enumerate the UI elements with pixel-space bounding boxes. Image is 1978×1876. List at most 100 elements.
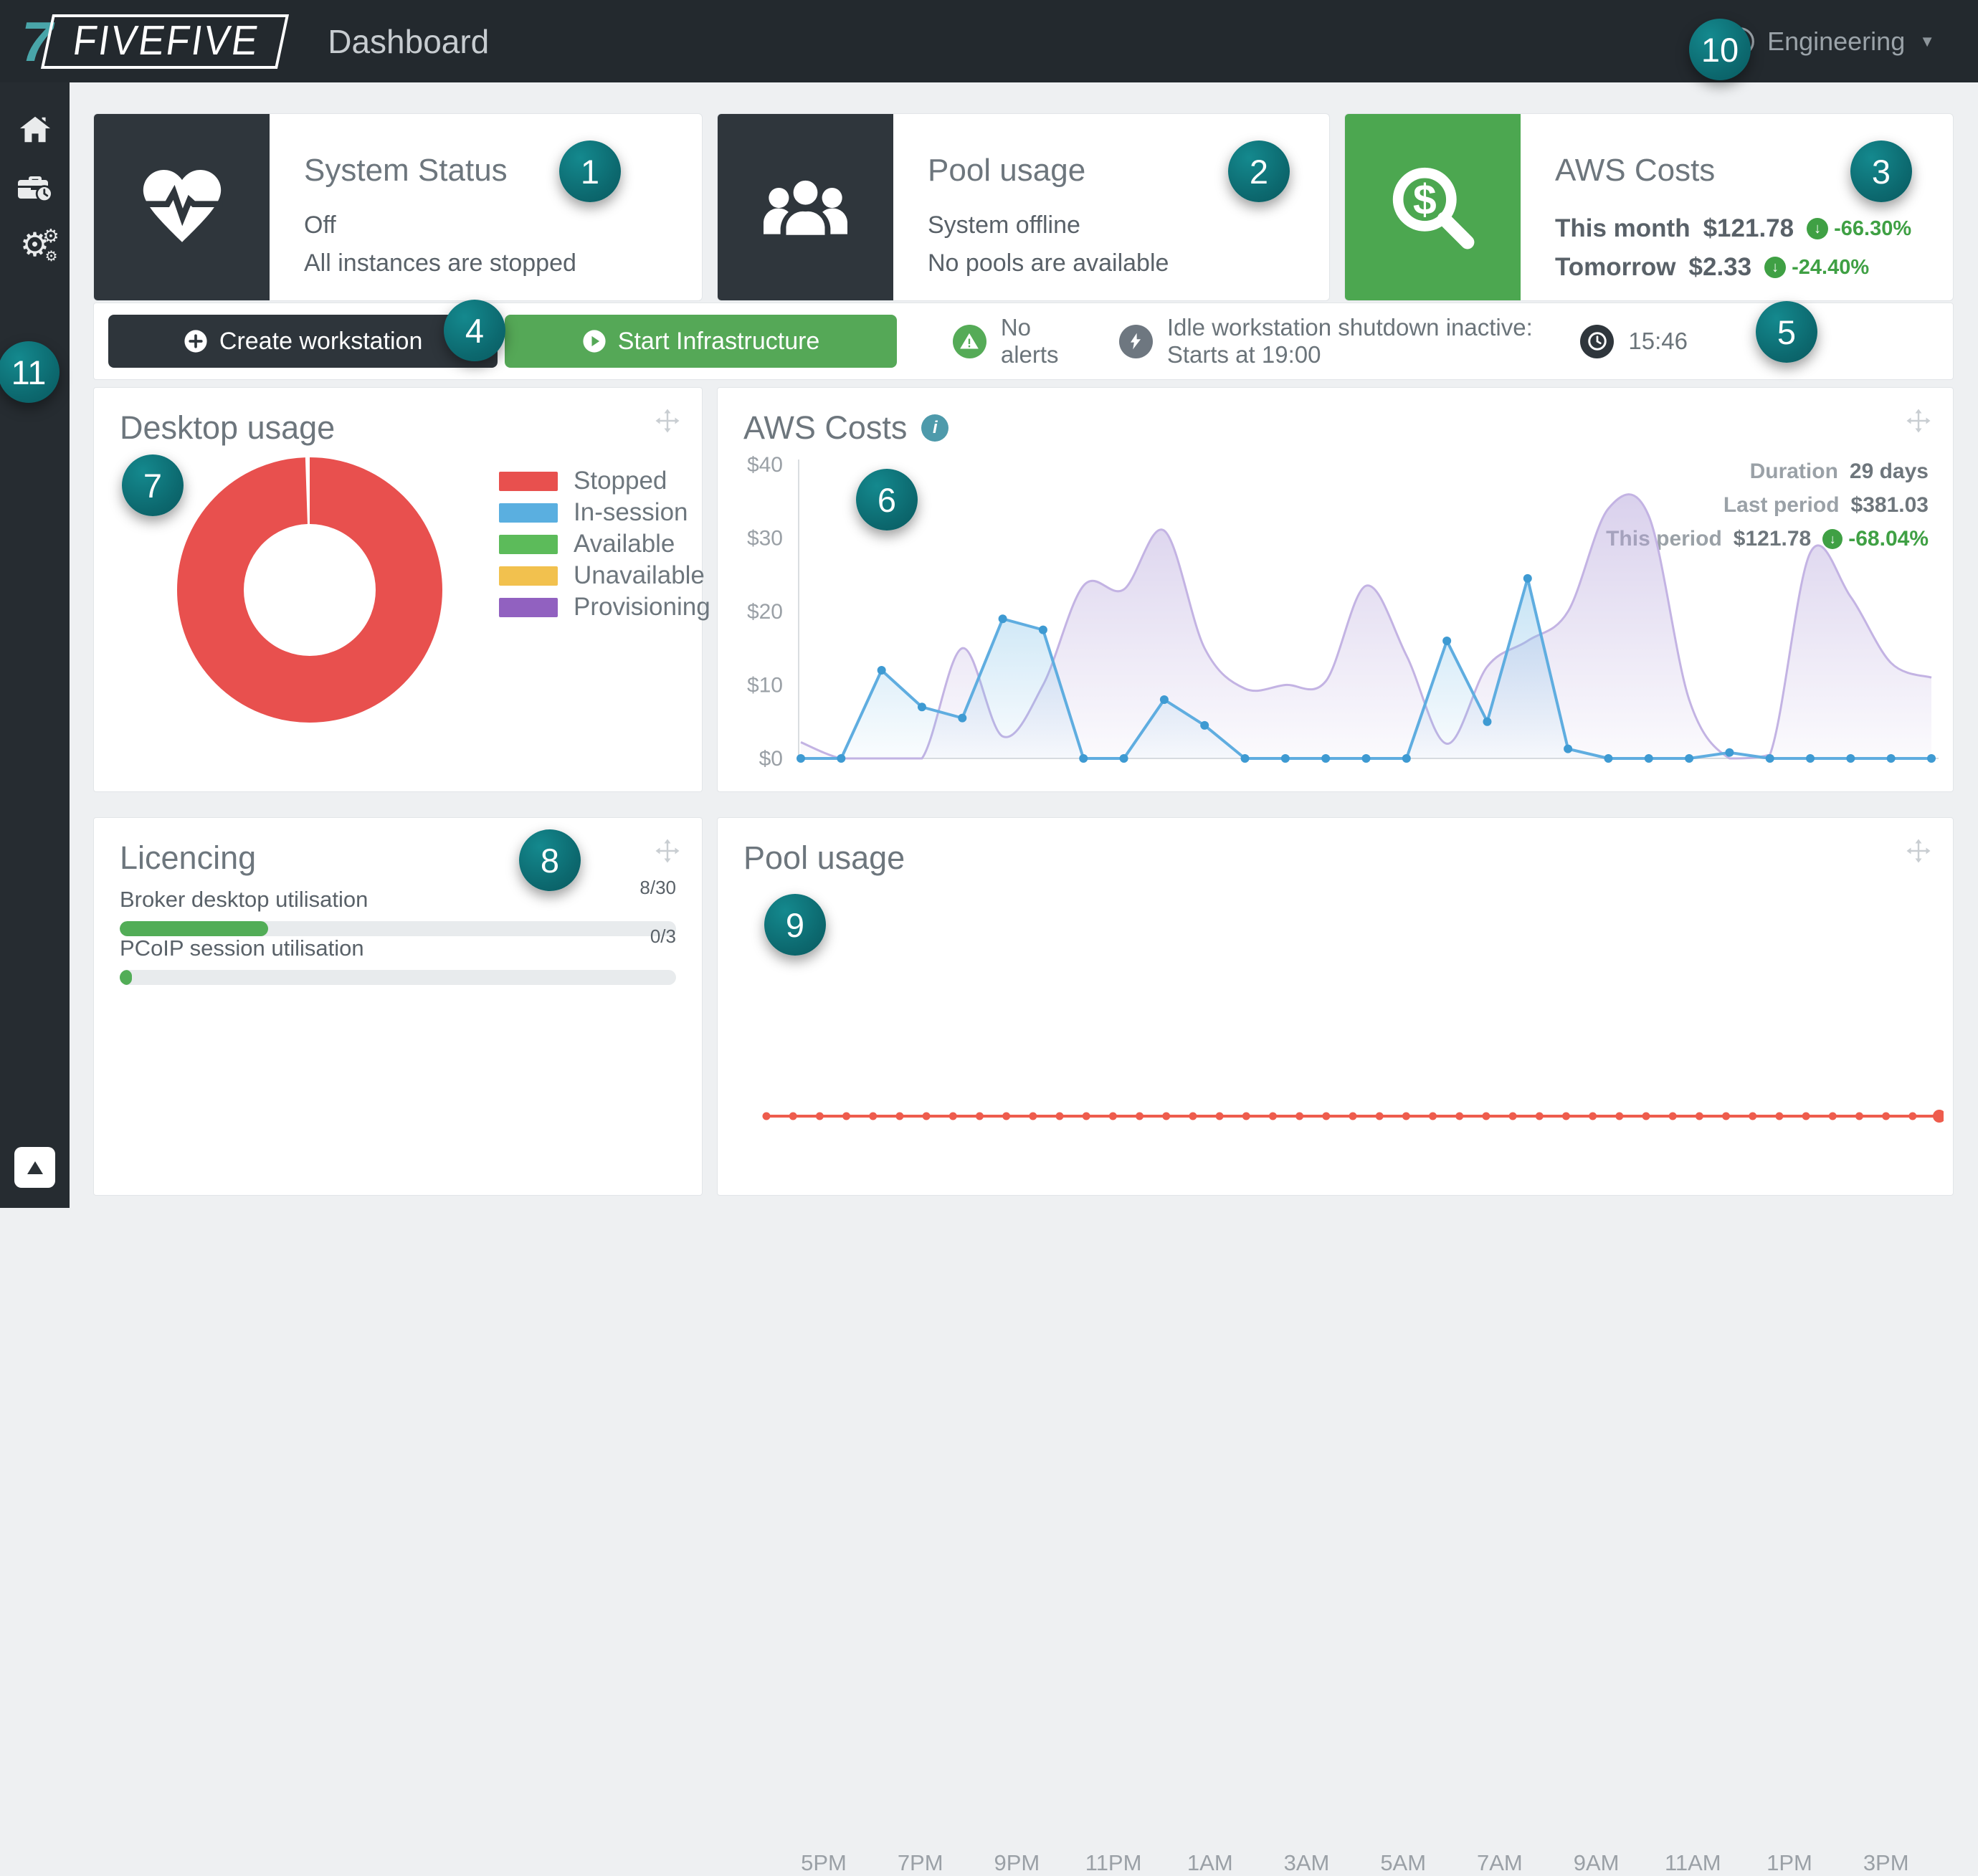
progress-bar-fill — [120, 970, 133, 985]
progress-bar-fill — [120, 921, 269, 936]
stat-delta: ↓ -68.04% — [1822, 527, 1929, 551]
legend-label: Stopped — [574, 467, 667, 495]
annotation-badge-11: 11 — [0, 341, 60, 403]
legend-item: Provisioning — [499, 591, 710, 623]
cost-label: This month — [1555, 214, 1691, 242]
x-tick-label: 9AM — [1573, 1850, 1620, 1875]
logo-box: FIVEFIVE — [41, 14, 290, 69]
create-workstation-button[interactable]: Create workstation — [108, 315, 498, 368]
stopped-swatch — [499, 471, 558, 491]
licencing-value: 8/30 — [639, 877, 676, 898]
annotation-badge-1: 1 — [559, 141, 621, 202]
move-icon[interactable] — [1906, 408, 1931, 434]
idle-shutdown-status: Idle workstation shutdown inactive: Star… — [1118, 314, 1581, 368]
legend-item: Stopped — [499, 465, 710, 497]
gear-small-icon: ⚙ — [42, 226, 60, 247]
annotation-badge-8: 8 — [519, 829, 581, 891]
aws-cost-row-tomorrow: Tomorrow $2.33 ↓ -24.40% — [1555, 253, 1911, 282]
plus-circle-icon — [184, 329, 208, 353]
aws-stats: Duration 29 days Last period $381.03 This pe… — [1606, 460, 1929, 551]
start-infrastructure-button[interactable]: Start Infrastructure — [505, 315, 897, 368]
desktop-usage-donut-chart — [177, 457, 442, 723]
system-status-card: System Status Off All instances are stop… — [93, 113, 703, 301]
gear-icon: ⚙ — [19, 225, 50, 264]
licencing-row: Broker desktop utilisation 8/30 — [120, 877, 676, 936]
legend-item: Available — [499, 528, 710, 560]
in-session-swatch — [499, 503, 558, 523]
pool-usage-chart — [762, 1110, 1944, 1123]
move-icon[interactable] — [655, 838, 680, 864]
alerts-status: No alerts — [952, 314, 1068, 368]
x-tick-label: 3AM — [1283, 1850, 1330, 1875]
svg-text:$20: $20 — [747, 600, 783, 624]
top-bar: 7 FIVEFIVE Dashboard Engineering ▼ — [0, 0, 1978, 82]
idle-shutdown-label: Idle workstation shutdown inactive: Star… — [1166, 314, 1533, 368]
annotation-badge-7: 7 — [122, 454, 184, 516]
licencing-value: 0/3 — [650, 925, 676, 947]
x-tick-label: 9PM — [994, 1850, 1040, 1875]
arrow-down-icon: ↓ — [1807, 218, 1829, 239]
panel-title: Pool usage — [743, 839, 905, 876]
desktop-usage-panel: Desktop usage Stopped In-session Available… — [93, 387, 710, 792]
heart-pulse-icon — [94, 114, 270, 300]
sidebar-item-home[interactable] — [18, 113, 52, 147]
legend-label: Unavailable — [574, 561, 705, 589]
annotation-badge-6: 6 — [856, 469, 918, 530]
x-tick-label: 1AM — [1187, 1850, 1233, 1875]
play-circle-icon — [582, 329, 607, 353]
user-menu[interactable]: Engineering ▼ — [1724, 26, 1935, 57]
x-tick-label: 1PM — [1767, 1850, 1812, 1875]
available-swatch — [499, 534, 558, 554]
cost-value: $2.33 — [1688, 253, 1752, 281]
aws-stat-row: Last period $381.03 — [1723, 493, 1929, 518]
licencing-label: Broker desktop utilisation — [120, 887, 369, 912]
svg-text:$10: $10 — [747, 674, 783, 697]
svg-text:$0: $0 — [759, 747, 783, 771]
donut-legend: Stopped In-session Available Unavailable Pro… — [499, 465, 710, 623]
pool-usage-detail: No pools are available — [928, 249, 1169, 277]
pool-usage-state: System offline — [928, 211, 1080, 239]
progress-bar-track — [120, 921, 676, 936]
sidebar: ⚙ ⚙ ⚙ — [0, 82, 70, 1208]
aws-costs-panel: AWS Costs i Duration 29 days Last period $3… — [717, 387, 1954, 792]
pool-usage-card: Pool usage System offline No pools are a… — [717, 113, 1330, 301]
stat-label: Last period — [1723, 493, 1840, 517]
lightning-bolt-icon — [1118, 324, 1153, 358]
card-title: Pool usage — [928, 153, 1086, 188]
annotation-badge-9: 9 — [764, 894, 826, 956]
legend-label: Provisioning — [574, 593, 710, 621]
move-icon[interactable] — [1906, 838, 1931, 864]
svg-text:$30: $30 — [747, 527, 783, 551]
sidebar-item-workstations[interactable] — [17, 170, 52, 204]
move-icon[interactable] — [655, 408, 680, 434]
svg-text:$40: $40 — [747, 454, 783, 477]
sidebar-item-settings[interactable]: ⚙ ⚙ ⚙ — [18, 225, 60, 264]
progress-bar-track — [120, 970, 676, 985]
x-tick-label: 7PM — [897, 1850, 943, 1875]
clock-icon — [1580, 324, 1615, 358]
x-tick-label: 11PM — [1085, 1850, 1142, 1875]
user-menu-label: Engineering — [1767, 26, 1906, 56]
x-tick-label: 5AM — [1380, 1850, 1427, 1875]
unavailable-swatch — [499, 566, 558, 586]
sidebar-collapse-button[interactable] — [14, 1147, 55, 1188]
card-title: System Status — [304, 153, 508, 188]
logo-seven: 7 — [22, 9, 52, 73]
aws-stat-row: Duration 29 days — [1750, 460, 1929, 484]
panel-title: AWS Costs i — [743, 409, 949, 447]
users-icon — [718, 114, 893, 300]
annotation-badge-5: 5 — [1756, 301, 1817, 363]
panel-title: Licencing — [120, 839, 257, 876]
info-icon[interactable]: i — [921, 414, 949, 442]
pool-usage-panel: Pool usage 5PM 7PM 9PM 11PM 1AM 3AM 5AM 7AM 9AM 1… — [717, 817, 1954, 1875]
current-time: 15:46 — [1628, 328, 1688, 354]
svg-text:$: $ — [1413, 176, 1437, 223]
stat-value: $381.03 — [1850, 493, 1929, 517]
stat-label: Duration — [1749, 460, 1838, 483]
legend-label: Available — [574, 530, 675, 558]
legend-label: In-session — [574, 498, 688, 526]
provisioning-swatch — [499, 597, 558, 617]
annotation-badge-3: 3 — [1850, 141, 1912, 202]
x-tick-label: 5PM — [801, 1850, 847, 1875]
